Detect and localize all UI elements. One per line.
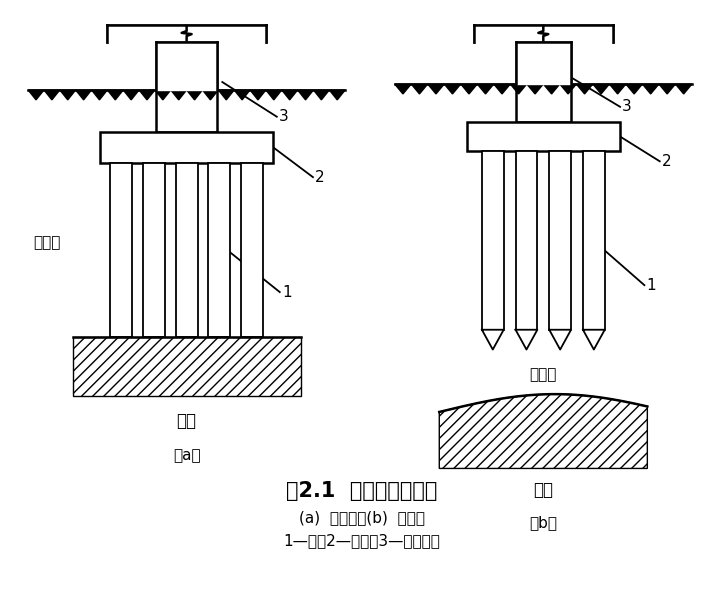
Polygon shape <box>482 330 504 350</box>
Polygon shape <box>494 84 510 94</box>
Text: (a)  端承桩；(b)  摩擦桩: (a) 端承桩；(b) 摩擦桩 <box>299 510 425 526</box>
Polygon shape <box>203 90 219 100</box>
Polygon shape <box>107 90 123 100</box>
Polygon shape <box>445 84 460 94</box>
Text: 1: 1 <box>647 278 656 293</box>
Bar <box>156 42 217 132</box>
Bar <box>72 337 300 396</box>
Polygon shape <box>439 394 647 468</box>
Bar <box>515 151 537 330</box>
Polygon shape <box>187 90 203 100</box>
Text: 2: 2 <box>315 170 324 185</box>
Polygon shape <box>91 90 107 100</box>
Polygon shape <box>282 90 298 100</box>
Text: （b）: （b） <box>529 515 557 530</box>
Polygon shape <box>250 90 266 100</box>
Polygon shape <box>642 84 659 94</box>
Polygon shape <box>234 90 250 100</box>
Polygon shape <box>123 90 139 100</box>
Polygon shape <box>583 330 605 350</box>
Polygon shape <box>411 84 428 94</box>
Polygon shape <box>155 90 171 100</box>
Polygon shape <box>576 84 593 94</box>
Text: （a）: （a） <box>173 448 201 463</box>
Polygon shape <box>515 330 537 350</box>
Polygon shape <box>428 84 445 94</box>
Polygon shape <box>107 25 266 42</box>
Text: 图2.1  端承桩与摩擦桩: 图2.1 端承桩与摩擦桩 <box>286 481 438 501</box>
Polygon shape <box>516 42 571 84</box>
Text: 硬层: 硬层 <box>177 412 197 430</box>
Polygon shape <box>626 84 642 94</box>
Polygon shape <box>28 90 44 100</box>
Polygon shape <box>219 90 234 100</box>
Bar <box>176 163 198 337</box>
Polygon shape <box>139 90 155 100</box>
Polygon shape <box>477 84 494 94</box>
Polygon shape <box>44 90 60 100</box>
Polygon shape <box>395 84 411 94</box>
Bar <box>466 122 620 151</box>
Bar <box>583 151 605 330</box>
Polygon shape <box>60 90 76 100</box>
Bar <box>241 163 263 337</box>
Text: 3: 3 <box>622 99 632 114</box>
Text: 软土层: 软土层 <box>33 235 60 250</box>
Bar <box>110 163 132 337</box>
Text: 硬层: 硬层 <box>534 481 553 499</box>
Polygon shape <box>329 90 345 100</box>
Text: 1—桩；2—承台；3—上部结构: 1—桩；2—承台；3—上部结构 <box>284 533 440 548</box>
Polygon shape <box>313 90 329 100</box>
Polygon shape <box>527 84 543 94</box>
Text: 2: 2 <box>662 154 671 169</box>
Bar <box>482 151 504 330</box>
Bar <box>100 132 274 163</box>
Polygon shape <box>543 84 560 94</box>
Bar <box>209 163 230 337</box>
Polygon shape <box>266 90 282 100</box>
Polygon shape <box>460 84 477 94</box>
Polygon shape <box>550 330 571 350</box>
Text: 软土层: 软土层 <box>530 367 557 382</box>
Polygon shape <box>560 84 576 94</box>
Polygon shape <box>659 84 675 94</box>
Polygon shape <box>156 42 217 90</box>
Polygon shape <box>510 84 527 94</box>
Bar <box>516 42 571 122</box>
Polygon shape <box>610 84 626 94</box>
Polygon shape <box>76 90 91 100</box>
Bar <box>143 163 165 337</box>
Text: 3: 3 <box>279 109 289 124</box>
Text: 1: 1 <box>282 285 292 300</box>
Polygon shape <box>474 25 613 42</box>
Polygon shape <box>593 84 610 94</box>
Polygon shape <box>298 90 313 100</box>
Polygon shape <box>171 90 187 100</box>
Bar <box>550 151 571 330</box>
Polygon shape <box>675 84 692 94</box>
